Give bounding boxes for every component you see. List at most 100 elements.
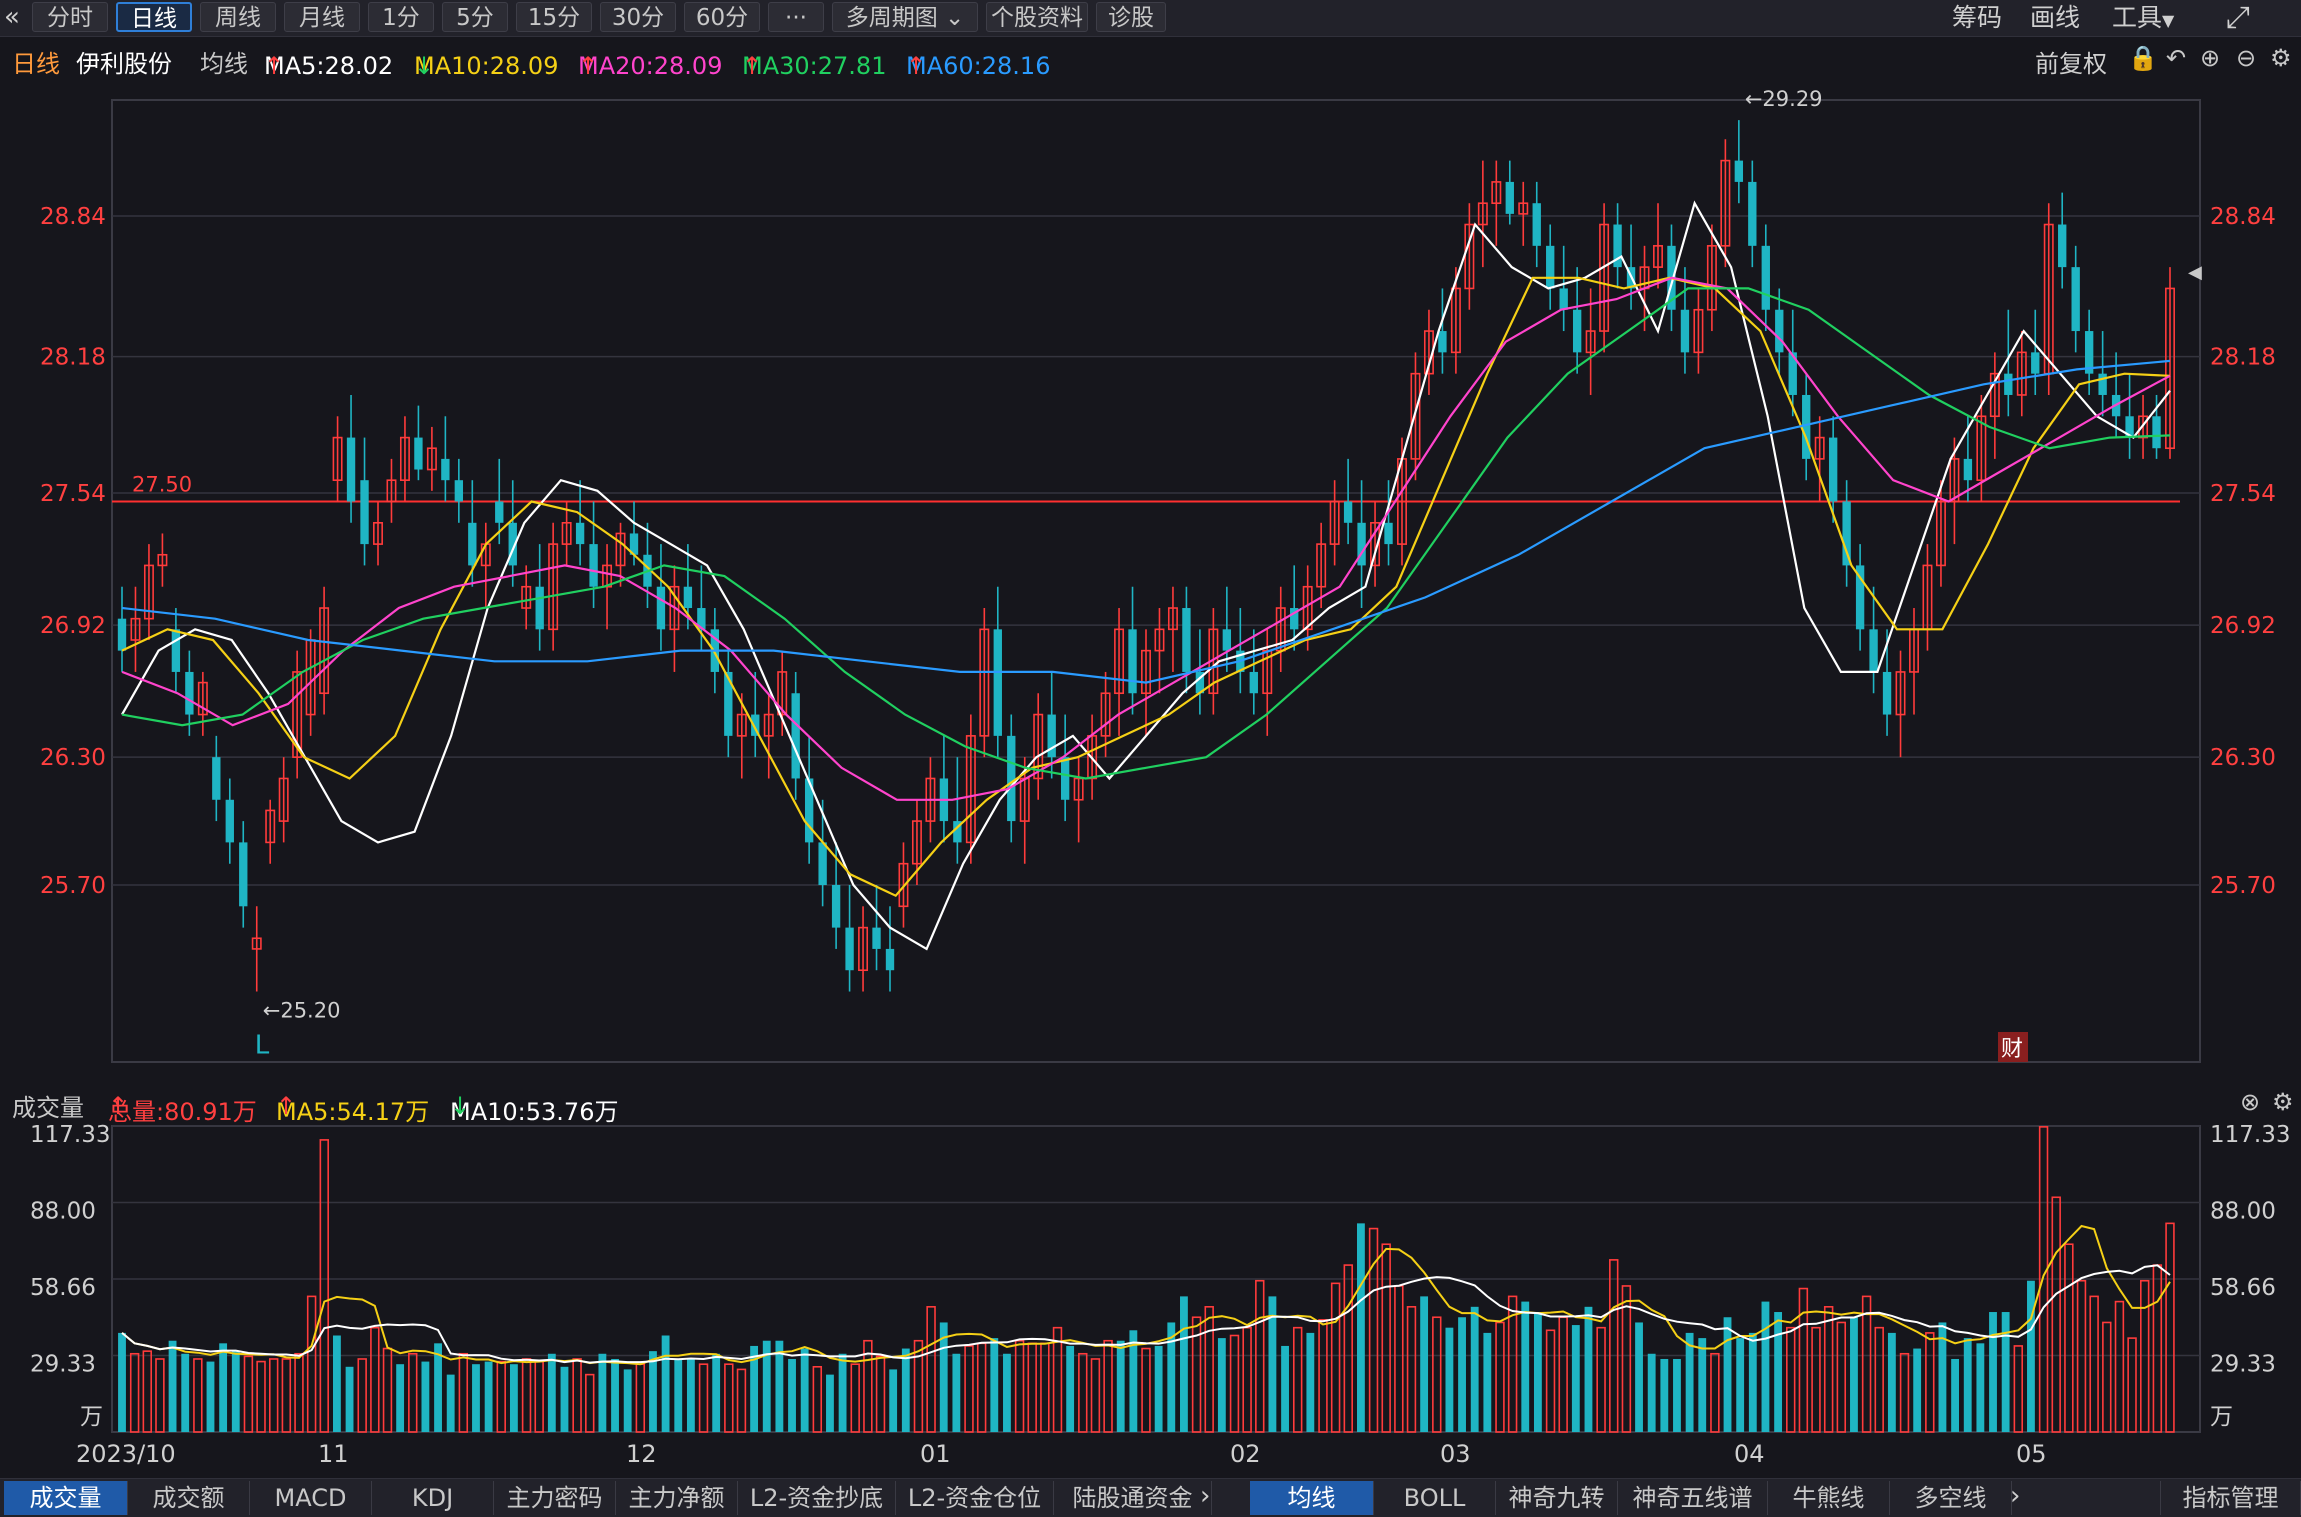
volume-bar[interactable] xyxy=(850,1363,860,1433)
volume-bar[interactable] xyxy=(712,1353,721,1432)
volume-bar[interactable] xyxy=(446,1374,455,1432)
overlay-tab-0[interactable]: 均线 xyxy=(1250,1481,1374,1515)
volume-bar[interactable] xyxy=(1963,1338,1972,1432)
volume-bar[interactable] xyxy=(370,1326,380,1433)
tools-button[interactable]: 工具▼ xyxy=(2112,0,2174,36)
volume-bar[interactable] xyxy=(1141,1347,1151,1433)
candle-body[interactable] xyxy=(831,885,841,928)
fullscreen-icon[interactable]: ⤢ xyxy=(2226,0,2250,35)
volume-bar[interactable] xyxy=(1621,1285,1632,1433)
candle-body[interactable] xyxy=(2098,373,2107,395)
candle-body[interactable] xyxy=(171,629,181,672)
candle-body[interactable] xyxy=(818,842,827,885)
volume-bar[interactable] xyxy=(345,1366,354,1432)
candle-body[interactable] xyxy=(1532,203,1541,246)
candle-body[interactable] xyxy=(1720,159,1731,247)
volume-bar[interactable] xyxy=(1116,1340,1125,1432)
volume-bar[interactable] xyxy=(1154,1345,1163,1432)
volume-bar[interactable] xyxy=(1951,1358,1960,1432)
volume-bar[interactable] xyxy=(2089,1295,2099,1433)
volume-bar[interactable] xyxy=(1368,1227,1379,1433)
volume-bar[interactable] xyxy=(698,1363,709,1433)
candle-body[interactable] xyxy=(683,586,693,609)
candle-body[interactable] xyxy=(1680,309,1690,353)
volume-bar[interactable] xyxy=(421,1361,430,1432)
candle-body[interactable] xyxy=(2084,331,2094,374)
gear-icon[interactable]: ⚙ xyxy=(2272,1088,2294,1116)
undo-icon[interactable]: ↶ xyxy=(2166,44,2187,72)
tab-12[interactable]: 诊股 xyxy=(1096,2,1166,32)
indicator-tab-2[interactable]: MACD xyxy=(250,1481,372,1515)
candle-body[interactable] xyxy=(575,522,585,545)
candle-body[interactable] xyxy=(1167,607,1178,631)
volume-bar[interactable] xyxy=(1027,1342,1037,1433)
candle-body[interactable] xyxy=(763,713,774,737)
volume-bar[interactable] xyxy=(2102,1321,2112,1433)
volume-bar[interactable] xyxy=(1432,1316,1442,1433)
volume-bar[interactable] xyxy=(1381,1243,1391,1433)
candle-body[interactable] xyxy=(1802,394,1811,459)
candle-body[interactable] xyxy=(1572,309,1582,353)
volume-bar[interactable] xyxy=(1180,1296,1188,1432)
volume-bar[interactable] xyxy=(1191,1316,1202,1433)
candle-body[interactable] xyxy=(292,671,303,758)
candle-body[interactable] xyxy=(1007,735,1016,822)
candle-body[interactable] xyxy=(239,842,248,907)
candle-body[interactable] xyxy=(965,735,976,844)
candle-body[interactable] xyxy=(1935,500,1946,567)
volume-bar[interactable] xyxy=(838,1353,847,1432)
volume-bar[interactable] xyxy=(1292,1326,1303,1433)
candle-body[interactable] xyxy=(791,693,800,779)
volume-ma10-line[interactable] xyxy=(121,1264,2171,1364)
volume-bar[interactable] xyxy=(1798,1287,1809,1433)
candle-body[interactable] xyxy=(414,437,423,470)
volume-bar[interactable] xyxy=(2001,1312,2010,1432)
candle-body[interactable] xyxy=(535,586,544,630)
volume-bar[interactable] xyxy=(1483,1332,1492,1432)
candle-body[interactable] xyxy=(804,778,814,843)
volume-bar[interactable] xyxy=(1521,1301,1530,1432)
candle-body[interactable] xyxy=(1450,287,1461,354)
candle-body[interactable] xyxy=(1357,522,1366,566)
candle-body[interactable] xyxy=(1128,629,1137,694)
volume-bar[interactable] xyxy=(332,1335,341,1432)
indicator-tab-6[interactable]: L2-资金抄底 xyxy=(738,1481,896,1515)
tab-0[interactable]: 分时 xyxy=(32,2,108,32)
volume-bar[interactable] xyxy=(1014,1339,1025,1433)
volume-bar[interactable] xyxy=(1596,1326,1606,1433)
volume-bar[interactable] xyxy=(1774,1312,1783,1432)
volume-bar[interactable] xyxy=(357,1358,367,1433)
volume-bar[interactable] xyxy=(1761,1301,1770,1432)
volume-bar[interactable] xyxy=(2038,1126,2049,1433)
candle-body[interactable] xyxy=(1613,224,1622,268)
volume-bar[interactable] xyxy=(1558,1316,1568,1433)
candle-body[interactable] xyxy=(1828,437,1838,502)
volume-bar[interactable] xyxy=(1167,1322,1176,1432)
volume-bar[interactable] xyxy=(1420,1296,1429,1432)
volume-bar[interactable] xyxy=(964,1345,974,1433)
candle-body[interactable] xyxy=(898,862,909,908)
candle-body[interactable] xyxy=(386,479,397,503)
volume-bar[interactable] xyxy=(775,1340,784,1432)
candle-body[interactable] xyxy=(993,629,1002,736)
tab-3[interactable]: 月线 xyxy=(284,2,360,32)
indicator-tab-4[interactable]: 主力密码 xyxy=(494,1481,616,1515)
indicator-manage-button[interactable]: 指标管理 xyxy=(2160,1481,2301,1515)
candle-body[interactable] xyxy=(736,713,747,737)
draw-line-button[interactable]: 画线 xyxy=(2030,3,2081,32)
volume-bar[interactable] xyxy=(649,1351,657,1432)
double-chevron-left-icon[interactable]: « xyxy=(4,2,20,32)
candle-body[interactable] xyxy=(212,757,221,800)
candle-body[interactable] xyxy=(360,480,369,545)
volume-bar[interactable] xyxy=(534,1360,544,1433)
volume-bar[interactable] xyxy=(1242,1326,1252,1433)
candle-body[interactable] xyxy=(1114,628,1125,695)
candle-body[interactable] xyxy=(629,533,639,555)
volume-bar[interactable] xyxy=(1268,1296,1277,1432)
candle-body[interactable] xyxy=(1222,629,1232,651)
candle-body[interactable] xyxy=(2016,351,2027,396)
ma-line-ma20[interactable] xyxy=(121,276,2171,801)
volume-bar[interactable] xyxy=(560,1366,569,1432)
volume-bar[interactable] xyxy=(1445,1327,1454,1432)
volume-bar[interactable] xyxy=(509,1364,518,1432)
